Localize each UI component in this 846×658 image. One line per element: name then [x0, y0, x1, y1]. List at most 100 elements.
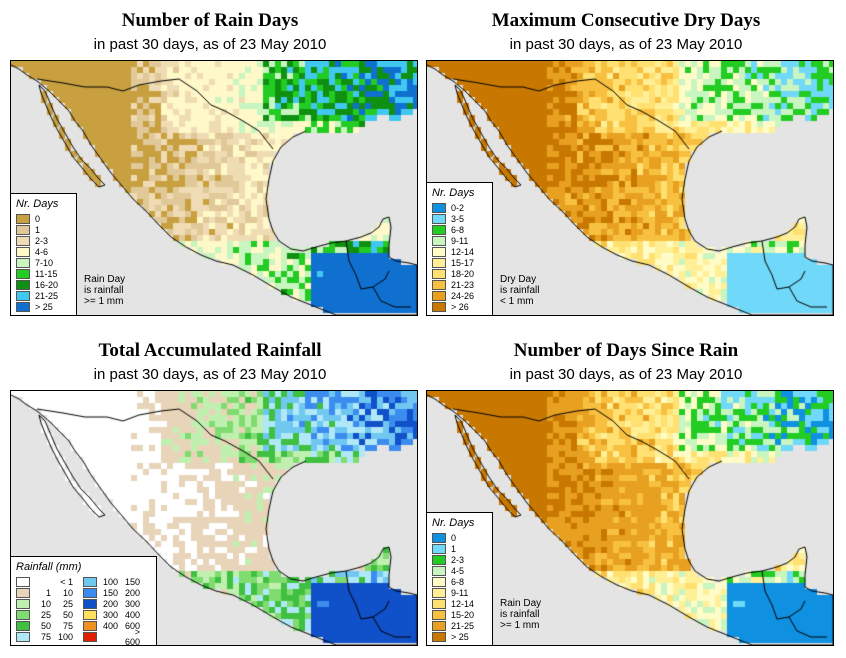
- legend-item: 21-23: [432, 279, 488, 290]
- legend-swatch: [432, 279, 446, 290]
- legend-label: 9-11: [451, 235, 469, 246]
- legend-title: Nr. Days: [432, 517, 475, 529]
- legend-swatch: [432, 224, 446, 235]
- legend-label: 15-20: [451, 609, 475, 620]
- legend-item: > 25: [16, 301, 72, 312]
- legend-swatch: [432, 213, 446, 224]
- legend-range-high: 200: [124, 587, 140, 598]
- legend-label: 24-26: [451, 290, 475, 301]
- legend-swatch: [16, 576, 30, 587]
- legend-label: 1: [35, 224, 41, 235]
- legend-item: 1: [432, 543, 488, 554]
- legend-item: 200 300: [83, 598, 140, 609]
- legend-label: 0: [451, 532, 457, 543]
- panel-title: Number of Rain Days: [121, 10, 299, 31]
- legend-item: 100 150: [83, 576, 140, 587]
- legend-range-low: 200: [102, 598, 118, 609]
- panel-dry-days: Maximum Consecutive Dry Days in past 30 …: [416, 0, 836, 320]
- legend-swatch: [16, 631, 30, 642]
- legend-label: 18-20: [451, 268, 475, 279]
- legend-swatch: [432, 268, 446, 279]
- legend-swatch: [16, 609, 30, 620]
- map-since-rain: Nr. Days 0 1 2-3 4-5 6-8 9-11 12-14 15-20 21-25 >…: [426, 390, 834, 646]
- legend-swatch: [432, 620, 446, 631]
- legend-label: 2-3: [451, 554, 465, 565]
- legend-label: > 26: [451, 301, 469, 312]
- legend-title: Rainfall (mm): [16, 561, 82, 573]
- legend-swatch: [432, 543, 446, 554]
- legend-swatch: [83, 598, 97, 609]
- legend-item: 1: [16, 224, 72, 235]
- legend-item: 3-5: [432, 213, 488, 224]
- legend-range-high: 400: [124, 609, 140, 620]
- legend-item: 18-20: [432, 268, 488, 279]
- legend-swatch: [432, 235, 446, 246]
- legend-swatch: [16, 246, 30, 257]
- legend-item: 6-8: [432, 576, 488, 587]
- legend-swatch: [16, 235, 30, 246]
- legend-item: 12-14: [432, 598, 488, 609]
- legend-swatch: [83, 620, 97, 631]
- legend-label: 0-2: [451, 202, 465, 213]
- legend-label: 12-14: [451, 246, 475, 257]
- map-canvas: [427, 391, 833, 645]
- legend-range-low: 100: [102, 576, 118, 587]
- legend-item: 150 200: [83, 587, 140, 598]
- panel-since-rain: Number of Days Since Rain in past 30 day…: [416, 330, 836, 650]
- legend-swatch: [16, 257, 30, 268]
- legend-swatch: [432, 609, 446, 620]
- legend: Nr. Days 0 1 2-3 4-6 7-10 11-15 16-20 21-25 > 25: [11, 193, 77, 315]
- legend-label: 0: [35, 213, 41, 224]
- legend-range-high: 25: [62, 598, 73, 609]
- legend-label: 9-11: [451, 587, 469, 598]
- legend-swatch: [16, 587, 30, 598]
- legend-label: 16-20: [35, 279, 59, 290]
- legend-swatch: [432, 290, 446, 301]
- legend-range-high: 300: [124, 598, 140, 609]
- legend-range-high: 150: [124, 576, 140, 587]
- legend-swatch: [16, 268, 30, 279]
- legend-swatch: [16, 224, 30, 235]
- panel-title: Maximum Consecutive Dry Days: [491, 10, 761, 31]
- map-rain-days: Nr. Days 0 1 2-3 4-6 7-10 11-15 16-20 21-25 > 25…: [10, 60, 418, 316]
- legend-range-low: 400: [102, 620, 118, 631]
- legend-swatch: [83, 576, 97, 587]
- legend-item: 0: [432, 532, 488, 543]
- legend-item: 0-2: [432, 202, 488, 213]
- legend-item: 75 100: [16, 631, 73, 642]
- panel-subtitle: in past 30 days, as of 23 May 2010: [509, 366, 743, 383]
- definition-note: Rain Day is rainfall >= 1 mm: [84, 274, 126, 307]
- legend-swatch: [16, 598, 30, 609]
- legend-range-high: 10: [62, 587, 73, 598]
- legend-item: 2-3: [16, 235, 72, 246]
- legend-swatch: [432, 246, 446, 257]
- legend-label: 21-25: [35, 290, 59, 301]
- panel-title: Number of Days Since Rain: [513, 340, 739, 361]
- legend-item: 0: [16, 213, 72, 224]
- legend-item: 9-11: [432, 235, 488, 246]
- legend-swatch: [16, 290, 30, 301]
- legend-label: 2-3: [35, 235, 49, 246]
- legend-item: 10 25: [16, 598, 73, 609]
- legend-title: Nr. Days: [432, 187, 475, 199]
- legend-swatch: [432, 565, 446, 576]
- legend-item: > 600: [83, 627, 140, 645]
- legend-item: 11-15: [16, 268, 72, 279]
- panel-title: Total Accumulated Rainfall: [98, 340, 322, 361]
- map-dry-days: Nr. Days 0-2 3-5 6-8 9-11 12-14 15-17 18-20 21-…: [426, 60, 834, 316]
- legend-swatch: [432, 257, 446, 268]
- legend-swatch: [432, 598, 446, 609]
- legend-item: 25 50: [16, 609, 73, 620]
- map-canvas: [11, 61, 417, 315]
- legend-item: > 25: [432, 631, 488, 642]
- panel-rainfall: Total Accumulated Rainfall in past 30 da…: [0, 330, 420, 650]
- panel-subtitle: in past 30 days, as of 23 May 2010: [93, 366, 327, 383]
- legend-swatch: [432, 301, 446, 312]
- legend-swatch: [432, 202, 446, 213]
- legend-item: > 26: [432, 301, 488, 312]
- panel-rain-days: Number of Rain Days in past 30 days, as …: [0, 0, 420, 320]
- legend-label: 3-5: [451, 213, 465, 224]
- legend-title: Nr. Days: [16, 198, 59, 210]
- legend-range-low: 50: [40, 620, 51, 631]
- legend-range-low: 150: [102, 587, 118, 598]
